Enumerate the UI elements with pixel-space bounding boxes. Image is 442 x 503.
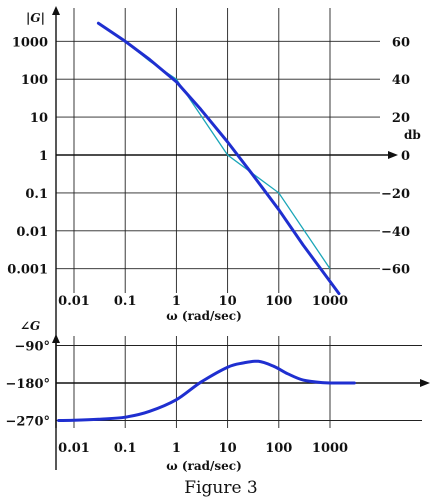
phase-ref-arrow [420,379,430,387]
phase-y-ticks: −90° −180° −270° [5,340,50,430]
magnitude-right-ticks: 60 40 20 0 −20 −40 −60 [381,35,410,277]
phase-plot: −90° −180° −270° 0.01 0.1 1 10 100 1000 ∠G ω (r… [5,319,430,473]
phase-y-label: ∠G [20,319,40,333]
magnitude-exact-line [96,21,341,296]
magnitude-right-tick-label: −40 [381,225,410,240]
phase-x-tick-label: 1 [172,441,181,456]
magnitude-left-tick-label: 1000 [12,35,48,50]
magnitude-right-tick-label: 0 [401,149,410,164]
magnitude-x-tick-label: 100 [265,294,292,309]
phase-x-label: ω (rad/sec) [166,459,242,473]
phase-y-tick-label: −90° [15,340,50,355]
magnitude-right-tick-label: 60 [392,35,410,50]
magnitude-left-label: |G| [26,11,45,25]
magnitude-left-tick-label: 10 [30,111,48,126]
phase-line [57,359,356,422]
phase-y-arrow [52,334,60,343]
phase-y-tick-label: −270° [5,415,50,430]
magnitude-x-label: ω (rad/sec) [166,309,242,323]
magnitude-left-tick-label: 0.01 [16,225,48,240]
phase-x-tick-label: 100 [265,441,292,456]
phase-x-ticks: 0.01 0.1 1 10 100 1000 [58,441,348,456]
phase-y-tick-label: −180° [5,377,50,392]
magnitude-left-tick-label: 100 [21,73,48,88]
magnitude-x-tick-label: 1000 [312,294,348,309]
magnitude-y-arrow [52,6,60,15]
magnitude-curves [96,21,341,296]
magnitude-right-tick-label: 20 [392,111,410,126]
magnitude-unity-arrow [388,151,398,159]
magnitude-left-tick-label: 0.1 [25,187,48,202]
magnitude-x-tick-label: 0.01 [58,294,90,309]
magnitude-right-label: db [404,128,421,142]
phase-x-tick-label: 0.01 [58,441,90,456]
magnitude-right-tick-label: −20 [381,187,410,202]
magnitude-right-tick-label: −60 [381,263,410,278]
phase-x-tick-label: 0.1 [114,441,137,456]
magnitude-left-tick-label: 1 [39,149,48,164]
magnitude-x-tick-label: 1 [172,294,181,309]
magnitude-right-tick-label: 40 [392,73,410,88]
phase-x-tick-label: 10 [219,441,237,456]
phase-grid [56,336,422,428]
magnitude-grid [56,8,380,293]
magnitude-x-tick-label: 10 [219,294,237,309]
figure-caption: Figure 3 [184,478,258,498]
phase-curves [57,359,356,422]
magnitude-x-ticks: 0.01 0.1 1 10 100 1000 [58,294,348,309]
magnitude-left-ticks: 1000 100 10 1 0.1 0.01 0.001 [7,35,48,277]
phase-x-tick-label: 1000 [312,441,348,456]
magnitude-x-tick-label: 0.1 [114,294,137,309]
magnitude-left-tick-label: 0.001 [7,263,48,278]
